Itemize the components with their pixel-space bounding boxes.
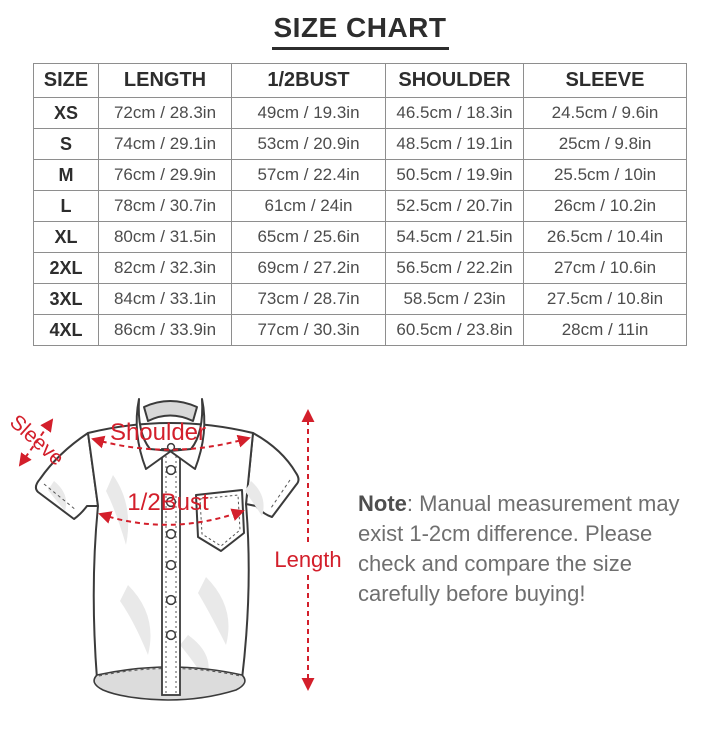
left-cuff-stitch: [43, 483, 77, 511]
size-cell: L: [33, 190, 99, 222]
column-header: SHOULDER: [385, 63, 524, 98]
measurement-cell: 73cm / 28.7in: [231, 283, 386, 315]
length-label: Length: [274, 547, 341, 572]
size-cell: XL: [33, 221, 99, 253]
measurement-cell: 58.5cm / 23in: [385, 283, 524, 315]
size-cell: 4XL: [33, 314, 99, 346]
shirt-right-sleeve: [245, 432, 300, 518]
shoulder-arrow: [91, 434, 251, 451]
measurement-cell: 77cm / 30.3in: [231, 314, 386, 346]
measurement-cell: 72cm / 28.3in: [98, 97, 232, 129]
measurement-cell: 28cm / 11in: [523, 314, 687, 346]
measurement-cell: 54.5cm / 21.5in: [385, 221, 524, 253]
measurement-cell: 69cm / 27.2in: [231, 252, 386, 284]
title-area: SIZE CHART: [0, 12, 720, 50]
measurement-cell: 27.5cm / 10.8in: [523, 283, 687, 315]
measurement-cell: 49cm / 19.3in: [231, 97, 386, 129]
measurement-cell: 78cm / 30.7in: [98, 190, 232, 222]
note-label: Note: [358, 491, 407, 516]
measurement-cell: 46.5cm / 18.3in: [385, 97, 524, 129]
note-text: Note: Manual measurement may exist 1-2cm…: [358, 489, 694, 609]
measurement-cell: 24.5cm / 9.6in: [523, 97, 687, 129]
table-row: M 76cm / 29.9in 57cm / 22.4in 50.5cm / 19.9…: [33, 159, 687, 191]
measurement-cell: 50.5cm / 19.9in: [385, 159, 524, 191]
half-bust-label: 1/2Bust: [127, 489, 209, 516]
note-body: : Manual measurement may exist 1-2cm dif…: [358, 491, 680, 606]
bottom-section: Sleeve Shoulder 1/2Bust Length Note: Man…: [0, 387, 720, 732]
measurement-cell: 60.5cm / 23.8in: [385, 314, 524, 346]
shirt-diagram-wrap: Sleeve Shoulder 1/2Bust Length: [0, 387, 355, 737]
measurement-cell: 65cm / 25.6in: [231, 221, 386, 253]
page-title: SIZE CHART: [271, 12, 449, 50]
measurement-cell: 53cm / 20.9in: [231, 128, 386, 160]
size-cell: 3XL: [33, 283, 99, 315]
size-cell: XS: [33, 97, 99, 129]
measurement-cell: 74cm / 29.1in: [98, 128, 232, 160]
table-row: XS 72cm / 28.3in 49cm / 19.3in 46.5cm / 18.…: [33, 97, 687, 129]
measurement-cell: 27cm / 10.6in: [523, 252, 687, 284]
shoulder-label: Shoulder: [110, 419, 206, 446]
measurement-cell: 57cm / 22.4in: [231, 159, 386, 191]
table-row: 2XL 82cm / 32.3in 69cm / 27.2in 56.5cm / 22…: [33, 252, 687, 284]
measurement-cell: 84cm / 33.1in: [98, 283, 232, 315]
measurement-cell: 25cm / 9.8in: [523, 128, 687, 160]
measurement-cell: 48.5cm / 19.1in: [385, 128, 524, 160]
column-header: SLEEVE: [523, 63, 687, 98]
size-table-header-row: SIZE LENGTH 1/2BUST SHOULDER SLEEVE: [33, 63, 687, 98]
measurement-cell: 80cm / 31.5in: [98, 221, 232, 253]
column-header: 1/2BUST: [231, 63, 386, 98]
table-row: XL 80cm / 31.5in 65cm / 25.6in 54.5cm / 21.…: [33, 221, 687, 253]
size-table-body: XS 72cm / 28.3in 49cm / 19.3in 46.5cm / 18.…: [33, 97, 687, 346]
measurement-cell: 61cm / 24in: [231, 190, 386, 222]
shirt-measurement-diagram: Sleeve Shoulder 1/2Bust Length: [5, 398, 342, 701]
table-row: 4XL 86cm / 33.9in 77cm / 30.3in 60.5cm / 23…: [33, 314, 687, 346]
measurement-cell: 26cm / 10.2in: [523, 190, 687, 222]
size-cell: 2XL: [33, 252, 99, 284]
column-header: SIZE: [33, 63, 99, 98]
sleeve-label: Sleeve: [5, 410, 68, 470]
size-table: SIZE LENGTH 1/2BUST SHOULDER SLEEVE XS 72cm /…: [33, 63, 687, 346]
collar: [135, 398, 206, 470]
table-row: L 78cm / 30.7in 61cm / 24in 52.5cm / 20.7in…: [33, 190, 687, 222]
shirt-left-sleeve: [34, 432, 99, 520]
measurement-cell: 86cm / 33.9in: [98, 314, 232, 346]
size-cell: M: [33, 159, 99, 191]
measurement-cell: 52.5cm / 20.7in: [385, 190, 524, 222]
half-bust-arrow: [98, 508, 245, 526]
column-header: LENGTH: [98, 63, 232, 98]
sleeve-arrow: [18, 418, 54, 467]
table-row: S 74cm / 29.1in 53cm / 20.9in 48.5cm / 19.1…: [33, 128, 687, 160]
measurement-cell: 56.5cm / 22.2in: [385, 252, 524, 284]
table-row: 3XL 84cm / 33.1in 73cm / 28.7in 58.5cm / 23…: [33, 283, 687, 315]
measurement-cell: 26.5cm / 10.4in: [523, 221, 687, 253]
size-cell: S: [33, 128, 99, 160]
hem-stitch-line: [98, 668, 241, 677]
measurement-cell: 82cm / 32.3in: [98, 252, 232, 284]
measurement-cell: 25.5cm / 10in: [523, 159, 687, 191]
measurement-cell: 76cm / 29.9in: [98, 159, 232, 191]
placket: [161, 448, 181, 696]
